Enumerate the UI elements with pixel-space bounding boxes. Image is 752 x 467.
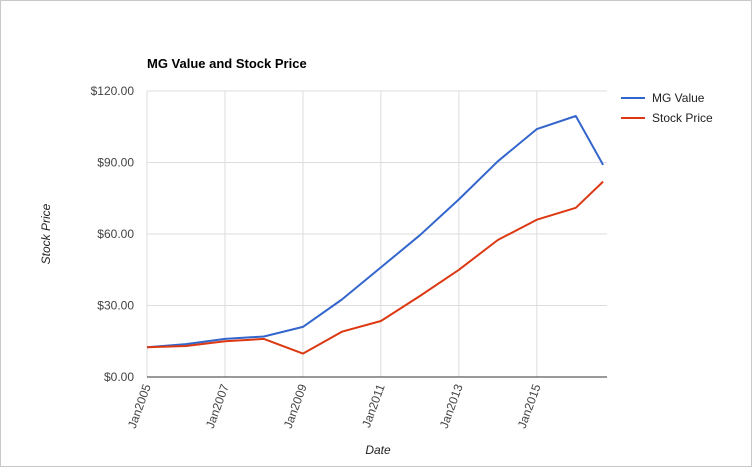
x-tick-label: Jan2005 xyxy=(125,382,154,430)
y-tick-label: $0.00 xyxy=(104,370,134,384)
series-line xyxy=(146,180,604,355)
y-tick-label: $60.00 xyxy=(97,227,134,241)
x-tick-label: Jan2009 xyxy=(281,382,310,430)
legend-label: Stock Price xyxy=(652,111,713,125)
gridlines xyxy=(146,90,607,378)
series-line xyxy=(146,115,604,349)
y-tick-label: $120.00 xyxy=(91,84,135,98)
chart-title: MG Value and Stock Price xyxy=(147,56,307,71)
x-tick-label: Jan2007 xyxy=(203,382,232,430)
x-axis-title: Date xyxy=(365,443,391,457)
y-tick-label: $90.00 xyxy=(97,156,134,170)
x-tick-label: Jan2013 xyxy=(437,382,466,430)
x-tick-label: Jan2011 xyxy=(359,382,388,430)
legend: MG Value Stock Price xyxy=(621,91,713,125)
y-axis-title: Stock Price xyxy=(39,203,53,264)
series-lines xyxy=(146,115,604,355)
x-axis-tick-labels: Jan2005 Jan2007 Jan2009 Jan2011 Jan2013 Jan20… xyxy=(125,382,544,430)
x-tick-label: Jan2015 xyxy=(515,382,544,430)
legend-label: MG Value xyxy=(652,91,705,105)
y-tick-label: $30.00 xyxy=(97,299,134,313)
y-axis-tick-labels: $0.00 $30.00 $60.00 $90.00 $120.00 xyxy=(91,84,135,384)
